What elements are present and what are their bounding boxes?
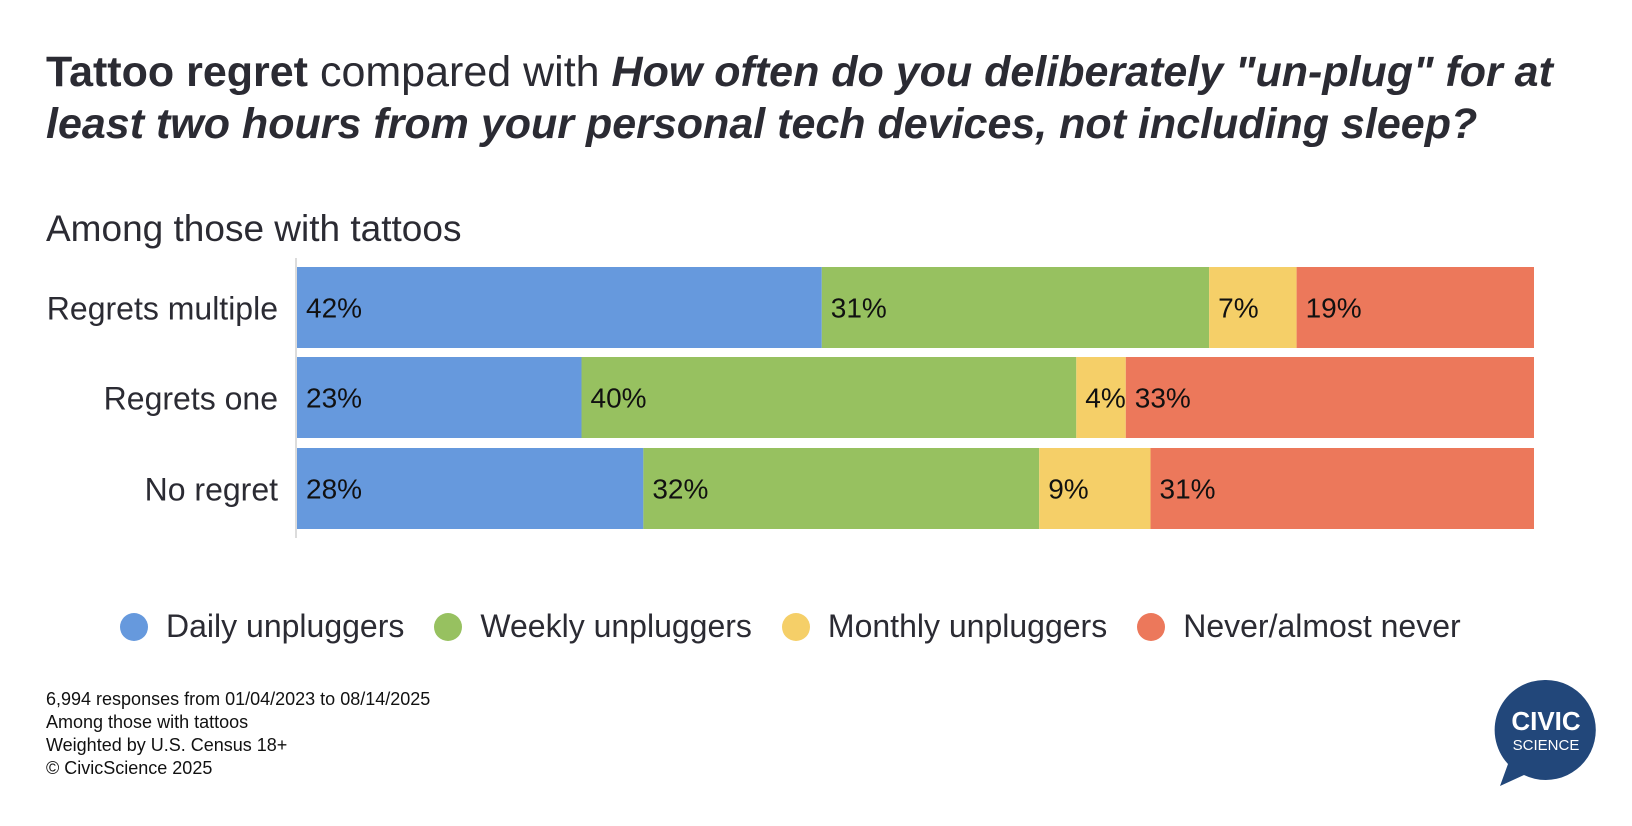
- category-label: Regrets multiple: [47, 291, 278, 327]
- title-connector: compared with: [308, 48, 612, 96]
- footnote-weighting: Weighted by U.S. Census 18+: [46, 735, 288, 755]
- data-label: 19%: [1306, 293, 1362, 324]
- legend-item-weekly: Weekly unpluggers: [434, 608, 752, 645]
- title-question: How often do you deliberately "un-plug" …: [46, 48, 1553, 148]
- bar-segment: [297, 448, 644, 529]
- data-label: 32%: [652, 474, 708, 505]
- bar-segment: [821, 267, 1210, 348]
- category-label: Regrets one: [104, 381, 278, 417]
- bar-segment: [581, 357, 1077, 438]
- bar-segment: [643, 448, 1040, 529]
- category-label: No regret: [145, 472, 279, 508]
- legend-swatch-monthly: [781, 612, 810, 641]
- data-label: 40%: [591, 383, 647, 414]
- data-label: 31%: [1160, 474, 1216, 505]
- chart-legend: Daily unpluggers Weekly unpluggers Month…: [120, 608, 1491, 645]
- data-label: 33%: [1135, 383, 1191, 414]
- bar-segment: [1076, 357, 1126, 438]
- bar-segment: [1296, 267, 1534, 348]
- bar-segment: [1150, 448, 1534, 529]
- bar-segment: [1125, 357, 1534, 438]
- data-label: 23%: [306, 383, 362, 414]
- legend-item-monthly: Monthly unpluggers: [781, 608, 1108, 645]
- data-label: 9%: [1048, 474, 1088, 505]
- bar-segment: [1039, 448, 1151, 529]
- bar-segment: [1209, 267, 1297, 348]
- bar-segment: [297, 357, 582, 438]
- legend-swatch-never: [1137, 612, 1166, 641]
- footnote-population: Among those with tattoos: [46, 712, 249, 732]
- data-label: 28%: [306, 474, 362, 505]
- data-label: 7%: [1218, 293, 1258, 324]
- logo-speech-bubble-icon: [1494, 679, 1596, 786]
- data-label: 31%: [831, 293, 887, 324]
- legend-swatch-weekly: [434, 612, 463, 641]
- logo-text-civic: CIVIC: [1511, 706, 1581, 736]
- chart-title: Tattoo regret compared with How often do…: [46, 46, 1586, 150]
- legend-item-never: Never/almost never: [1137, 608, 1461, 645]
- legend-label-monthly: Monthly unpluggers: [827, 608, 1108, 644]
- chart-subtitle: Among those with tattoos: [46, 208, 462, 249]
- title-topic: Tattoo regret: [46, 48, 308, 96]
- legend-label-weekly: Weekly unpluggers: [480, 608, 752, 644]
- legend-label-never: Never/almost never: [1183, 608, 1461, 644]
- legend-item-daily: Daily unpluggers: [120, 608, 404, 645]
- data-label: 42%: [306, 293, 362, 324]
- footnote: 6,994 responses from 01/04/2023 to 08/14…: [46, 688, 430, 780]
- footnote-copyright: © CivicScience 2025: [46, 758, 213, 778]
- logo-text-science: SCIENCE: [1513, 737, 1580, 754]
- civicscience-logo: CIVIC SCIENCE: [1494, 679, 1596, 786]
- legend-label-daily: Daily unpluggers: [166, 608, 405, 644]
- data-label: 4%: [1085, 383, 1125, 414]
- footnote-responses: 6,994 responses from 01/04/2023 to 08/14…: [46, 689, 431, 709]
- bar-segment: [297, 267, 822, 348]
- legend-swatch-daily: [120, 612, 148, 641]
